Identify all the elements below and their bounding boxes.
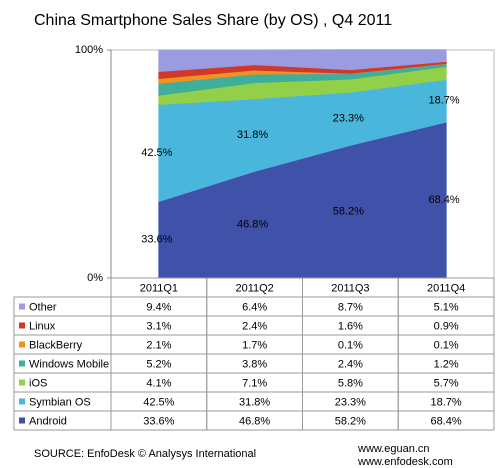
table-value: 18.7% (431, 396, 462, 408)
table-value: 42.5% (143, 396, 174, 408)
area (158, 49, 447, 72)
data-label: 33.6% (141, 233, 172, 245)
table-value: 2.1% (146, 339, 171, 351)
legend-swatch (19, 360, 25, 367)
table-value: 6.4% (242, 301, 267, 313)
legend-swatch (19, 417, 25, 424)
legend-label: BlackBerry (29, 339, 83, 351)
table-value: 0.9% (434, 320, 459, 332)
data-label: 18.7% (429, 95, 460, 107)
legend-label: Symbian OS (29, 396, 91, 408)
chart-title: China Smartphone Sales Share (by OS) , Q… (34, 12, 392, 29)
table-value: 2.4% (338, 358, 363, 370)
table-value: 58.2% (335, 415, 366, 427)
table-header: 2011Q4 (427, 282, 465, 294)
table-value: 3.8% (242, 358, 267, 370)
data-label: 42.5% (141, 147, 172, 159)
table-value: 23.3% (335, 396, 366, 408)
table-value: 0.1% (434, 339, 459, 351)
table-value: 0.1% (338, 339, 363, 351)
data-label: 46.8% (237, 219, 268, 231)
legend-swatch (19, 341, 25, 348)
legend-label: Windows Mobile (29, 358, 109, 370)
credit: www.enfodesk.com (357, 456, 453, 468)
table-value: 5.2% (146, 358, 171, 370)
table-value: 8.7% (338, 301, 363, 313)
table-value: 46.8% (239, 415, 270, 427)
table-value: 1.6% (338, 320, 363, 332)
table-value: 5.7% (434, 377, 459, 389)
legend-swatch (19, 322, 25, 329)
source: SOURCE: EnfoDesk © Analysys Internationa… (34, 448, 256, 460)
table-value: 31.8% (239, 396, 270, 408)
table-value: 1.7% (242, 339, 267, 351)
table-value: 5.8% (338, 377, 363, 389)
legend-label: Android (29, 415, 67, 427)
table-header: 2011Q3 (331, 282, 369, 294)
table-value: 5.1% (434, 301, 459, 313)
credit: www.eguan.cn (357, 443, 430, 455)
table-value: 1.2% (434, 358, 459, 370)
data-label: 23.3% (333, 113, 364, 125)
legend-swatch (19, 398, 25, 405)
table-header: 2011Q2 (235, 282, 273, 294)
y-tick-label: 100% (75, 44, 103, 56)
data-label: 31.8% (237, 129, 268, 141)
legend-label: iOS (29, 377, 47, 389)
table-row (13, 410, 495, 431)
legend-label: Other (29, 301, 57, 313)
y-tick-label: 0% (87, 272, 103, 284)
data-label: 58.2% (333, 206, 364, 218)
data-label: 68.4% (429, 194, 460, 206)
legend-swatch (19, 379, 25, 386)
table-value: 3.1% (146, 320, 171, 332)
table-value: 2.4% (242, 320, 267, 332)
table-value: 33.6% (143, 415, 174, 427)
table-value: 9.4% (146, 301, 171, 313)
legend-label: Linux (29, 320, 56, 332)
legend-swatch (19, 303, 25, 310)
table-value: 7.1% (242, 377, 267, 389)
table-value: 4.1% (146, 377, 171, 389)
table-value: 68.4% (431, 415, 462, 427)
table-header: 2011Q1 (140, 282, 178, 294)
